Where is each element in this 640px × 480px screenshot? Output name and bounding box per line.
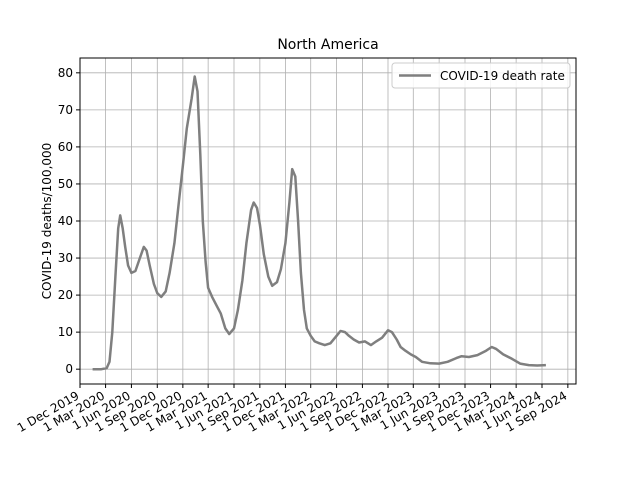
- y-tick-label: 0: [65, 362, 73, 376]
- y-tick-label: 70: [58, 103, 73, 117]
- series-line-covid-19-death-rate: [92, 75, 546, 371]
- y-tick-label: 50: [58, 177, 73, 191]
- legend-label: COVID-19 death rate: [440, 69, 565, 83]
- y-tick-label: 30: [58, 251, 73, 265]
- y-tick-label: 80: [58, 66, 73, 80]
- y-axis: 0 10 20 30 40 50 60 70 80: [58, 66, 80, 376]
- y-tick-label: 60: [58, 140, 73, 154]
- chart-title: North America: [277, 37, 378, 53]
- y-axis-label: COVID-19 deaths/100,000: [40, 143, 54, 300]
- y-tick-label: 10: [58, 325, 73, 339]
- y-tick-label: 20: [58, 288, 73, 302]
- y-tick-label: 40: [58, 214, 73, 228]
- legend: COVID-19 death rate: [391, 62, 571, 89]
- grid-lines: [79, 58, 576, 384]
- legend-box: [391, 62, 571, 89]
